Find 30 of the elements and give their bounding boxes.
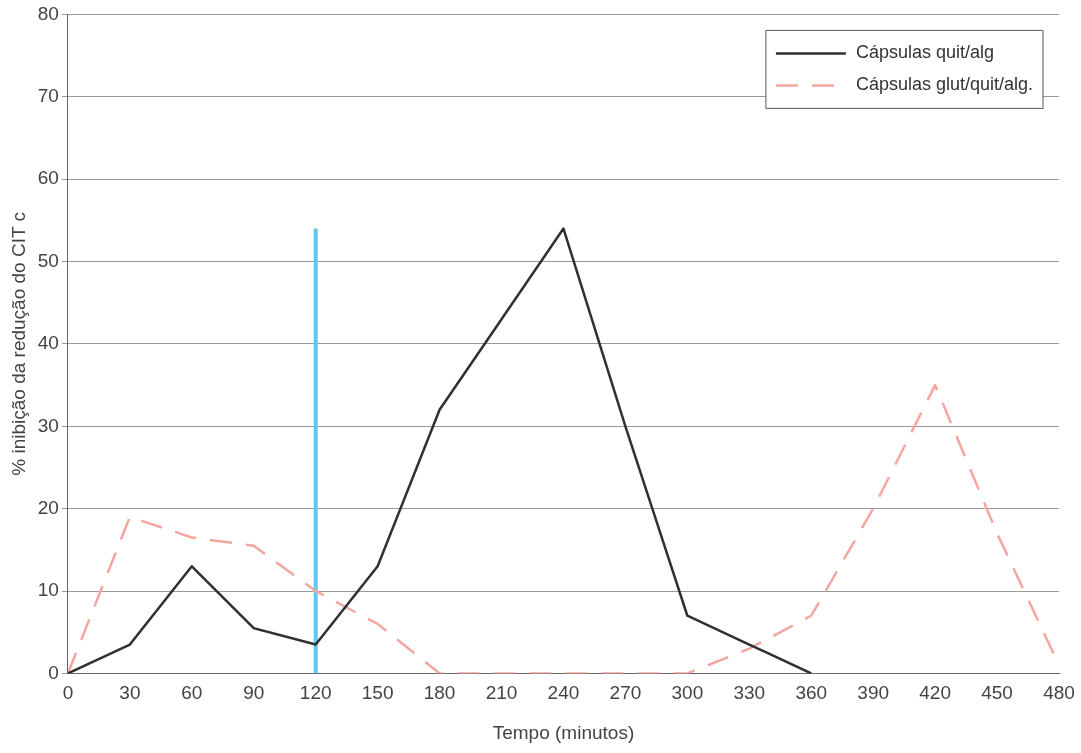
y-tick-label: 80	[37, 2, 59, 24]
x-tick-label: 390	[857, 682, 890, 704]
x-tick-label: 480	[1043, 682, 1075, 704]
y-tick-label: 20	[37, 496, 59, 518]
x-tick-label: 450	[981, 682, 1013, 704]
x-tick-label: 150	[361, 682, 394, 704]
legend-label: Cápsulas glut/quit/alg.	[855, 74, 1033, 95]
y-tick-label: 50	[37, 249, 59, 271]
x-tick-label: 330	[733, 682, 766, 704]
x-tick-label: 210	[485, 682, 518, 704]
x-tick-label: 90	[243, 682, 265, 704]
y-tick-label: 40	[37, 332, 59, 354]
y-tick-label: 30	[37, 414, 59, 436]
x-tick-label: 420	[919, 682, 951, 704]
y-axis-title: % inibição da redução do CIT c	[7, 212, 29, 476]
legend-label: Cápsulas quit/alg	[855, 42, 994, 63]
y-tick-label: 10	[37, 579, 59, 601]
y-tick-label: 60	[37, 167, 59, 189]
x-tick-label: 360	[795, 682, 828, 704]
x-tick-label: 240	[547, 682, 580, 704]
x-tick-label: 180	[423, 682, 456, 704]
x-tick-label: 30	[119, 682, 141, 704]
y-tick-label: 0	[48, 661, 59, 683]
x-axis-title: Tempo (minutos)	[492, 721, 635, 743]
x-tick-label: 270	[609, 682, 642, 704]
x-tick-label: 300	[671, 682, 704, 704]
x-tick-label: 60	[181, 682, 203, 704]
y-tick-label: 70	[37, 85, 59, 107]
x-tick-label: 0	[62, 682, 74, 704]
x-tick-label: 120	[299, 682, 332, 704]
